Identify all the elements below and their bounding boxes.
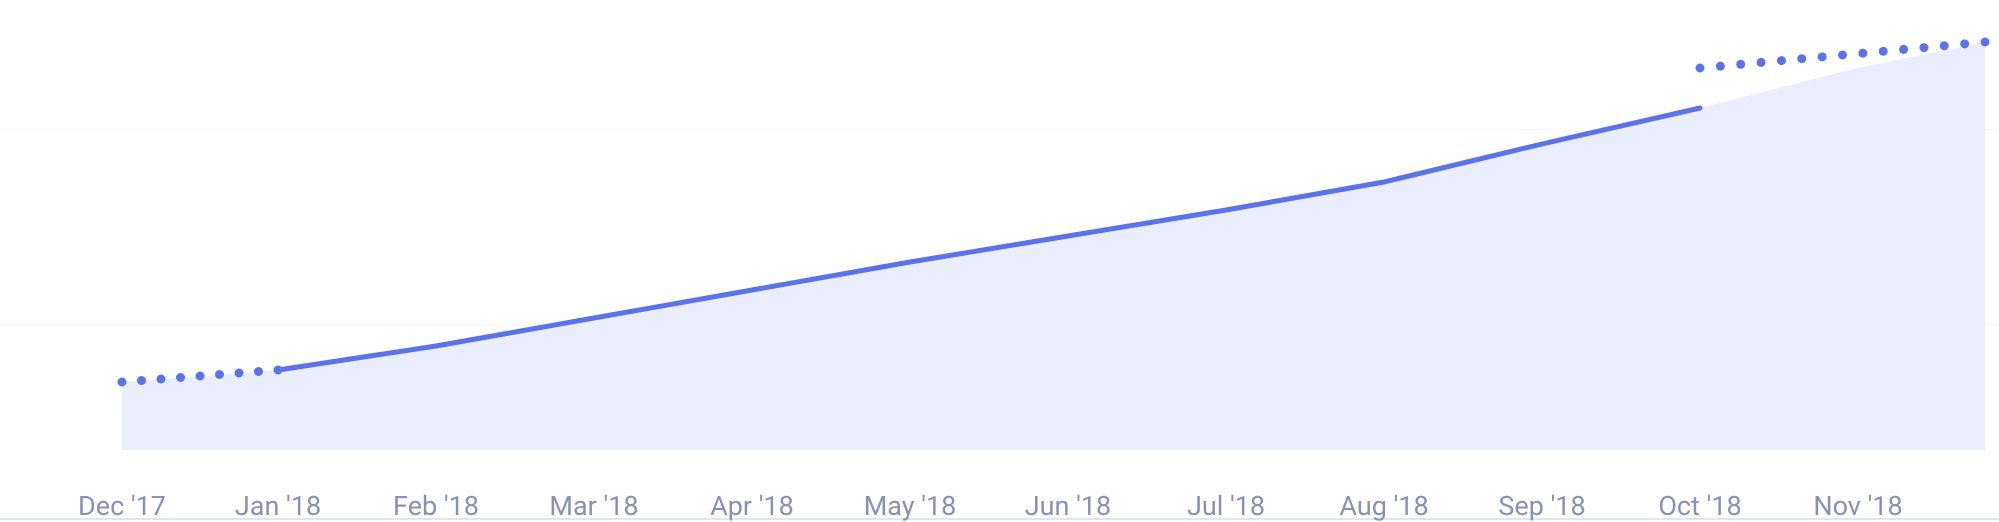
- x-axis-label: Oct '18: [1658, 490, 1741, 522]
- x-axis-label: Jan '18: [235, 490, 321, 522]
- x-axis-label: Jun '18: [1025, 490, 1111, 522]
- chart-container: Dec '17 Jan '18 Feb '18 Mar '18 Apr '18 May '…: [0, 0, 1999, 520]
- x-axis-label: Jul '18: [1187, 490, 1265, 522]
- x-axis-label: Feb '18: [393, 490, 479, 522]
- x-axis-label: Nov '18: [1813, 490, 1902, 522]
- x-axis-label: Sep '18: [1498, 490, 1585, 522]
- line-area-chart: [0, 0, 1999, 520]
- x-axis-label: Dec '17: [78, 490, 166, 522]
- x-axis-label: Apr '18: [710, 490, 794, 522]
- x-axis-label: Mar '18: [549, 490, 638, 522]
- x-axis-label: Aug '18: [1339, 490, 1428, 522]
- x-axis-label: May '18: [864, 490, 957, 522]
